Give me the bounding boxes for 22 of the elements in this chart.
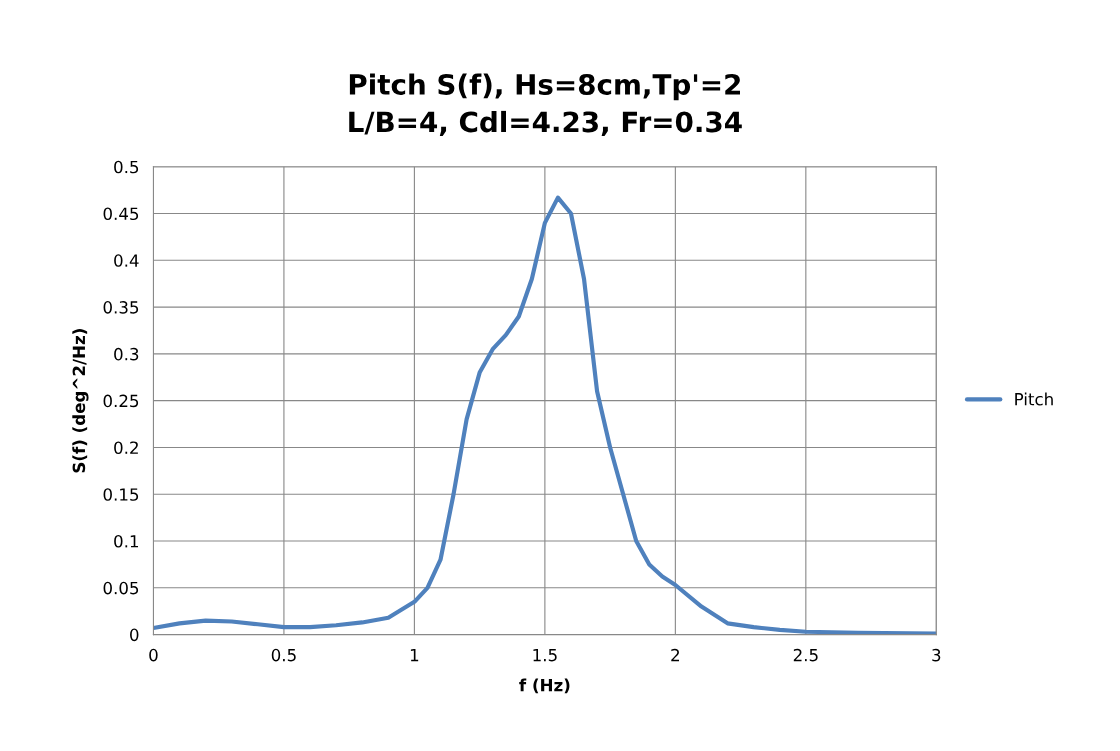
y-tick-label: 0.05 (103, 581, 139, 595)
x-tick-label: 1 (410, 649, 419, 662)
y-axis-title: S(f) (deg^2/Hz) (72, 329, 89, 473)
y-tick-label: 0.45 (103, 207, 139, 221)
legend-label: Pitch (1015, 392, 1053, 406)
x-tick-label: 3 (932, 648, 941, 662)
x-tick-label: 0 (149, 648, 158, 662)
x-tick-label: 1.5 (533, 649, 557, 662)
y-tick-label: 0.15 (103, 488, 139, 501)
x-tick-label: 0.5 (271, 648, 296, 662)
y-tick-label: 0.25 (103, 394, 139, 408)
y-tick-label: 0.1 (114, 534, 139, 548)
y-tick-label: 0.35 (103, 301, 139, 314)
y-tick-label: 0 (130, 628, 139, 642)
x-tick-label: 2.5 (793, 648, 818, 662)
y-tick-label: 0.3 (114, 347, 139, 361)
chart-title: Pitch S(f), Hs=8cm,Tp'=2 L/B=4, Cdl=4.23, Fr=0.34 (349, 73, 742, 136)
x-tick-label: 2 (671, 648, 679, 662)
y-tick-label: 0.2 (114, 441, 138, 455)
y-tick-label: 0.5 (114, 160, 139, 174)
x-axis-title: f (Hz) (519, 678, 570, 694)
y-tick-label: 0.4 (114, 254, 139, 267)
